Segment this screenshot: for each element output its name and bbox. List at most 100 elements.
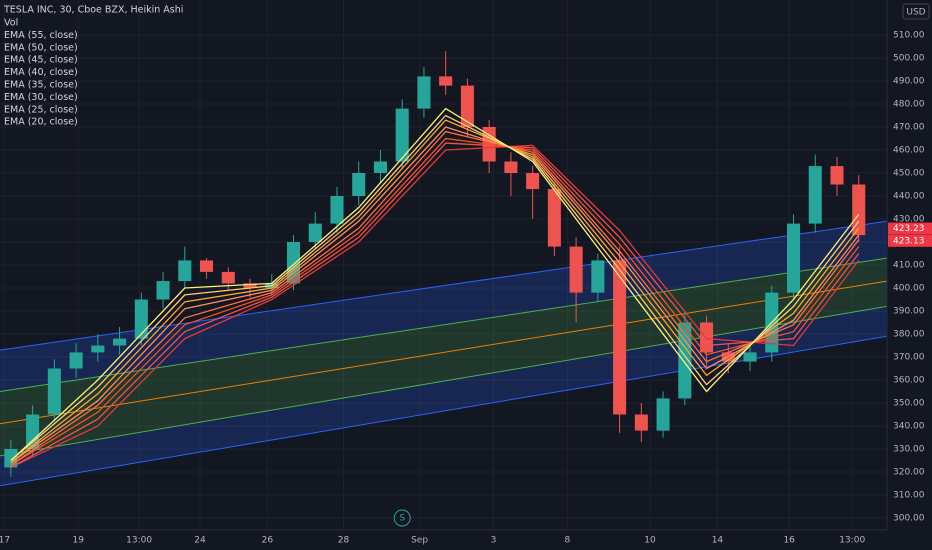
candle-body: [113, 338, 127, 346]
legend-entry: EMA (25, close): [4, 104, 78, 115]
candle-body: [743, 352, 757, 362]
candle-body: [308, 223, 322, 242]
legend-entry: EMA (30, close): [4, 92, 78, 103]
x-tick-label: 19: [73, 536, 85, 546]
chart-title: TESLA INC, 30, Cboe BZX, Heikin Ashi: [3, 5, 183, 16]
price-label: 423.23: [893, 224, 925, 234]
legend-entry: Vol: [4, 18, 18, 29]
ema-line: [10, 142, 860, 468]
y-tick-label: 380.00: [893, 330, 925, 340]
candle-body: [830, 166, 844, 185]
y-tick-label: 490.00: [893, 77, 925, 87]
price-label: 423.13: [893, 236, 925, 246]
candle-body: [504, 161, 518, 173]
candle-body: [417, 76, 431, 109]
candle-body: [200, 260, 214, 272]
legend: TESLA INC, 30, Cboe BZX, Heikin Ashi Vol…: [3, 5, 183, 128]
candle-body: [808, 166, 822, 224]
axes: 300.00 310.00 320.00 330.00 340.00 350.00 360.…: [0, 31, 932, 546]
channel-fill: [0, 221, 887, 392]
candle-body: [352, 173, 366, 196]
y-tick-label: 440.00: [893, 192, 925, 202]
legend-entry: EMA (20, close): [4, 117, 78, 128]
marker-circle: [393, 509, 411, 527]
y-tick-label: 480.00: [893, 100, 925, 110]
legend-entry: EMA (35, close): [4, 80, 78, 91]
candle-body: [134, 299, 148, 339]
candle-body: [69, 352, 83, 369]
ema-line: [10, 144, 860, 468]
x-tick-label: 16: [783, 536, 795, 546]
marker-label: S: [399, 514, 405, 524]
channel-fill: [0, 281, 887, 456]
x-tick-label: 10: [644, 536, 656, 546]
candle-body: [178, 260, 192, 282]
channel-fill: [0, 306, 887, 486]
x-tick-label: Sep: [411, 536, 428, 546]
candle-body: [591, 260, 605, 293]
y-tick-label: 430.00: [893, 215, 925, 225]
ema-line: [10, 119, 860, 464]
y-tick-label: 460.00: [893, 146, 925, 156]
candle-body: [156, 281, 170, 300]
legend-entry: EMA (40, close): [4, 67, 78, 78]
candle-body: [547, 189, 561, 247]
y-tick-label: 410.00: [893, 261, 925, 271]
candle-body: [460, 85, 474, 127]
y-tick-label: 310.00: [893, 491, 925, 501]
candle-body: [395, 108, 409, 162]
x-tick-label: 17: [0, 536, 10, 546]
currency-label: USD: [906, 8, 925, 18]
channel-line: [0, 305, 888, 457]
candle-body: [656, 398, 670, 431]
y-tick-label: 470.00: [893, 123, 925, 133]
x-tick-label: 3: [491, 536, 497, 546]
candle-body: [439, 76, 453, 86]
y-tick-label: 300.00: [893, 514, 925, 524]
candle-body: [243, 283, 257, 288]
channel-line: [0, 335, 888, 487]
ema-line: [10, 137, 860, 466]
x-tick-label: 26: [262, 536, 274, 546]
y-tick-label: 390.00: [893, 307, 925, 317]
plot-area: S: [0, 51, 888, 527]
candle-body: [569, 246, 583, 293]
y-tick-label: 500.00: [893, 54, 925, 64]
legend-entry: EMA (45, close): [4, 55, 78, 66]
candle-body: [634, 414, 648, 431]
candle-body: [221, 271, 235, 284]
candle-body: [373, 161, 387, 173]
x-tick-label: 13:00: [839, 536, 865, 546]
candle-body: [852, 184, 866, 236]
y-tick-label: 350.00: [893, 399, 925, 409]
legend-entry: EMA (55, close): [4, 30, 78, 41]
candle-body: [526, 173, 540, 190]
candle-body: [91, 345, 105, 353]
x-tick-label: 14: [712, 536, 724, 546]
y-tick-label: 330.00: [893, 445, 925, 455]
x-tick-label: 24: [194, 536, 206, 546]
x-tick-label: 13:00: [126, 536, 152, 546]
y-tick-label: 400.00: [893, 284, 925, 294]
candle-body: [613, 260, 627, 415]
y-tick-label: 450.00: [893, 169, 925, 179]
price-label-box: [888, 234, 932, 247]
ema-line: [10, 107, 860, 461]
y-tick-label: 340.00: [893, 422, 925, 432]
candle-body: [47, 368, 61, 415]
ema-line: [10, 114, 860, 461]
candle-body: [26, 414, 40, 449]
ema-line: [10, 130, 860, 466]
x-tick-label: 8: [565, 536, 571, 546]
ema-line: [10, 126, 860, 464]
candle-body: [330, 196, 344, 224]
currency-box: [902, 3, 930, 20]
y-tick-label: 360.00: [893, 376, 925, 386]
candle-body: [786, 223, 801, 293]
y-tick-label: 370.00: [893, 353, 925, 363]
y-tick-label: 320.00: [893, 468, 925, 478]
price-label-box: [888, 222, 932, 235]
y-tick-label: 510.00: [893, 31, 925, 41]
x-tick-label: 28: [338, 536, 350, 546]
